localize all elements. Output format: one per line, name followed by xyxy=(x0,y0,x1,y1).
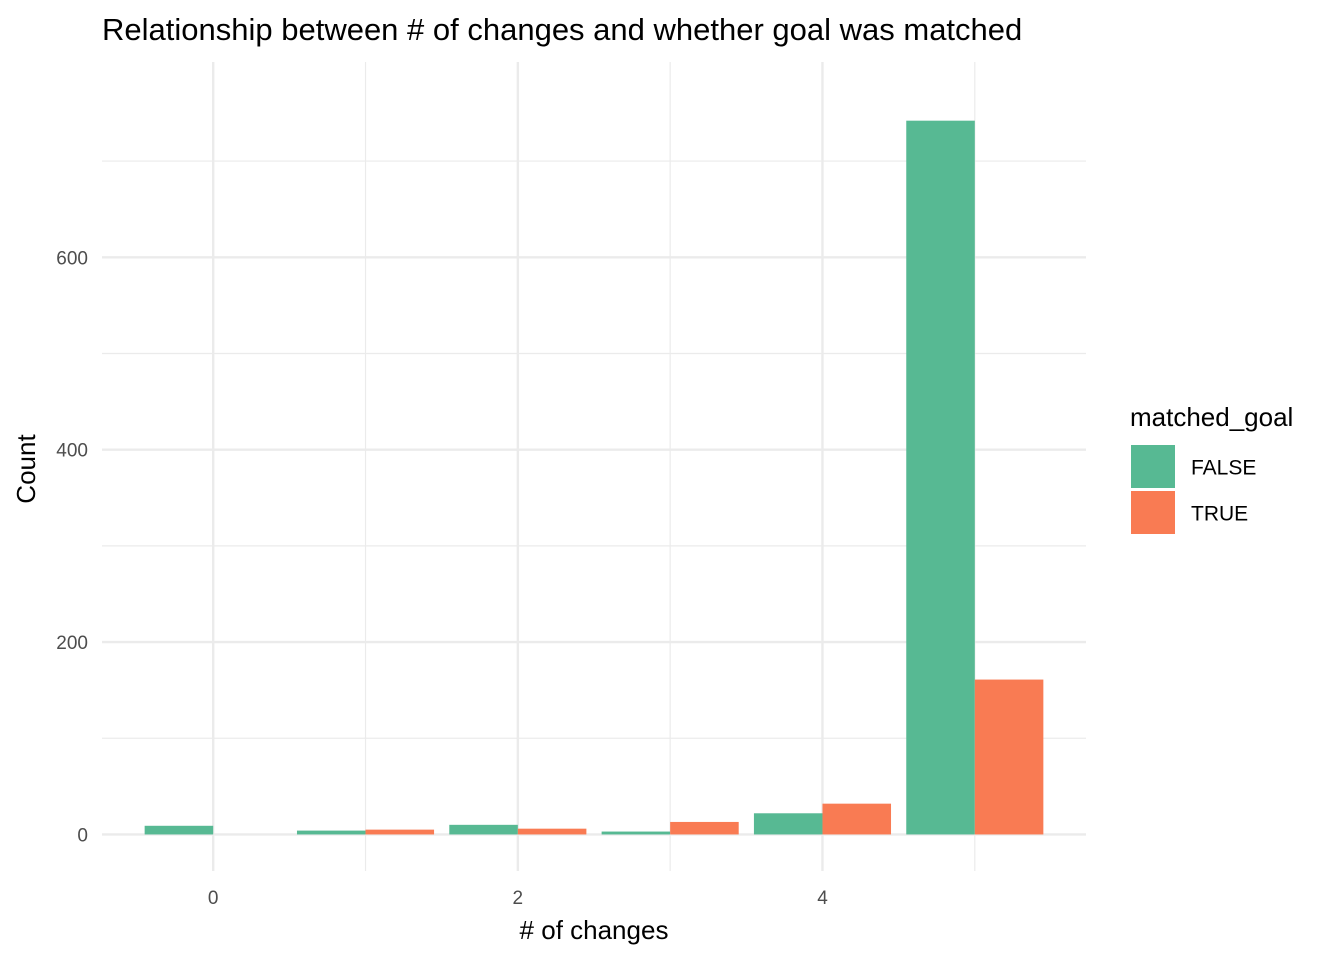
y-tick-label: 200 xyxy=(56,633,88,654)
bar-false-x2 xyxy=(449,824,518,835)
legend-label-true: TRUE xyxy=(1191,503,1248,526)
bar-false-x4 xyxy=(753,813,823,835)
legend-items: FALSE TRUE xyxy=(1131,445,1256,534)
y-tick-label: 0 xyxy=(77,825,88,846)
x-tick-label: 2 xyxy=(513,888,524,909)
bar-false-x0 xyxy=(144,825,214,835)
y-tick-label: 600 xyxy=(56,248,88,269)
legend-key-false xyxy=(1131,445,1175,488)
y-axis-title: Count xyxy=(11,434,41,504)
legend: matched_goal FALSE TRUE xyxy=(1130,402,1293,534)
bar-false-x1 xyxy=(296,830,366,835)
bar-true-x5 xyxy=(974,679,1044,835)
x-axis-title: # of changes xyxy=(520,915,669,945)
bar-true-x2 xyxy=(517,828,587,835)
x-tick-label: 4 xyxy=(817,888,828,909)
legend-key-true xyxy=(1131,491,1175,534)
tick-layer: 0 200 400 600 0 2 4 xyxy=(56,248,828,909)
bar-true-x1 xyxy=(365,829,435,835)
bar-false-x5 xyxy=(906,120,975,835)
bar-false-x3 xyxy=(601,831,671,835)
legend-label-false: FALSE xyxy=(1191,457,1256,480)
bar-true-x3 xyxy=(670,821,739,835)
x-tick-label: 0 xyxy=(208,888,219,909)
bar-layer xyxy=(144,120,1044,835)
legend-title: matched_goal xyxy=(1130,402,1293,432)
bar-true-x4 xyxy=(822,803,892,835)
chart-title: Relationship between # of changes and wh… xyxy=(102,12,1022,47)
y-tick-label: 400 xyxy=(56,441,88,462)
